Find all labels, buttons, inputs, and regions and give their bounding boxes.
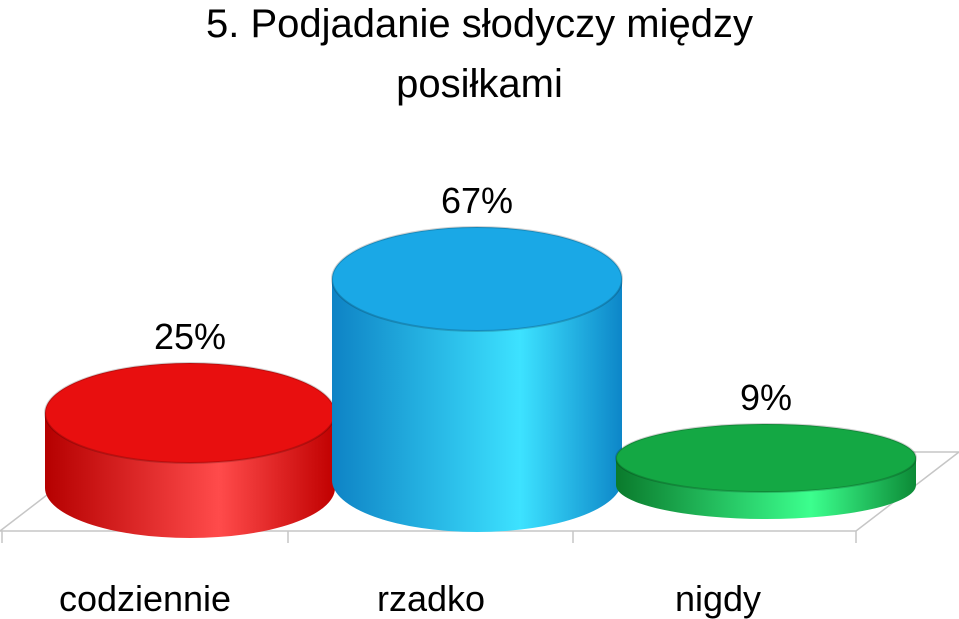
category-label: nigdy	[675, 578, 761, 619]
chart-title-line-1: 5. Podjadanie słodyczy między	[206, 2, 753, 46]
bar-rzadko	[331, 226, 623, 532]
chart-title-line-2: posiłkami	[396, 62, 563, 106]
data-label: 67%	[441, 180, 513, 221]
bar-top	[45, 363, 335, 463]
bar-top	[616, 424, 916, 492]
data-label: 25%	[154, 316, 226, 357]
bar-top-edge	[331, 226, 623, 332]
data-labels-group: 25% 67% 9%	[154, 180, 792, 418]
bar-body	[332, 279, 622, 532]
category-labels-group: codziennie rzadko nigdy	[59, 578, 761, 619]
bar-top	[332, 227, 622, 331]
bar-codziennie	[44, 362, 336, 538]
data-label: 9%	[740, 377, 792, 418]
bar-top-edge	[615, 423, 917, 493]
category-label: codziennie	[59, 578, 231, 619]
bar-nigdy	[615, 423, 917, 519]
bars-group	[44, 226, 917, 538]
category-label: rzadko	[377, 578, 485, 619]
